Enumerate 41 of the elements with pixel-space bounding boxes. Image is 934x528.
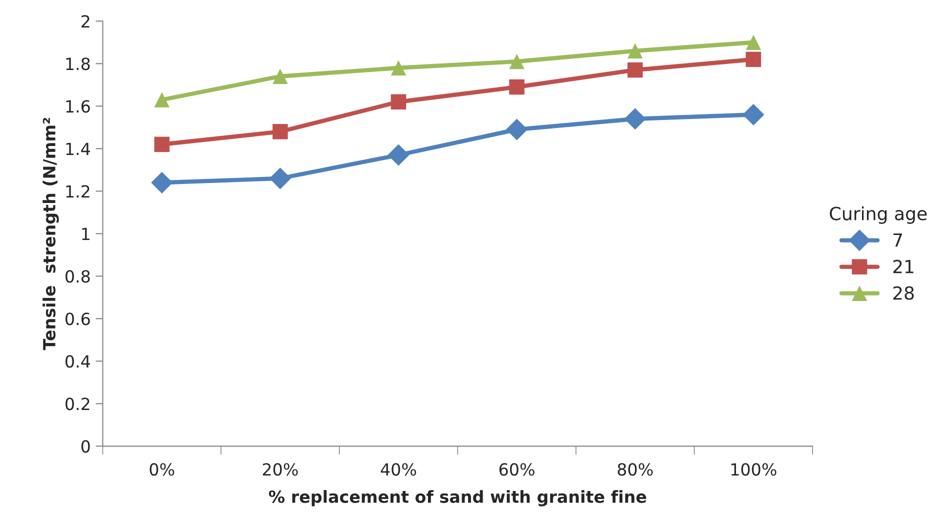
- x-tick-label: 100%: [731, 463, 776, 476]
- point: [506, 118, 528, 140]
- legend-label: 21: [893, 260, 914, 274]
- y-tick-label: 0.8: [66, 270, 90, 283]
- point: [742, 104, 764, 126]
- y-tick-label: 1.8: [66, 58, 90, 70]
- y-tick-label: 1.2: [66, 185, 90, 198]
- point: [388, 144, 410, 166]
- y-axis-title: Tensile strength (N/mm²: [42, 118, 59, 350]
- y-tick-label: 0.6: [66, 312, 90, 326]
- point: [746, 52, 762, 68]
- x-tick-label: 80%: [618, 463, 653, 476]
- y-tick-label: 0.2: [66, 398, 90, 410]
- point: [272, 68, 288, 84]
- legend-label: 7: [893, 233, 902, 247]
- point: [272, 124, 288, 140]
- point: [390, 94, 406, 110]
- legend-title: Curing age: [830, 206, 927, 224]
- y-tick-label: 1.4: [66, 142, 90, 155]
- point: [151, 172, 173, 194]
- x-tick-label: 0%: [150, 463, 174, 476]
- y-tick-label: 1: [82, 228, 90, 240]
- point: [746, 34, 762, 50]
- y-tick-label: 2: [82, 15, 90, 28]
- point: [627, 62, 643, 78]
- point: [390, 60, 406, 76]
- point: [154, 92, 170, 108]
- point: [509, 54, 524, 70]
- x-tick-label: 40%: [380, 463, 416, 476]
- x-tick-label: 20%: [262, 463, 298, 476]
- point: [269, 168, 292, 190]
- point: [154, 136, 170, 152]
- point: [509, 79, 524, 95]
- x-axis-title: % replacement of sand with granite fine: [268, 490, 646, 506]
- x-tick-label: 60%: [499, 463, 534, 476]
- point: [627, 43, 643, 59]
- point: [624, 108, 646, 130]
- legend-label: 28: [893, 286, 914, 300]
- y-tick-label: 0: [81, 440, 90, 453]
- y-tick-label: 0.4: [66, 355, 90, 368]
- y-tick-label: 1.6: [66, 100, 90, 113]
